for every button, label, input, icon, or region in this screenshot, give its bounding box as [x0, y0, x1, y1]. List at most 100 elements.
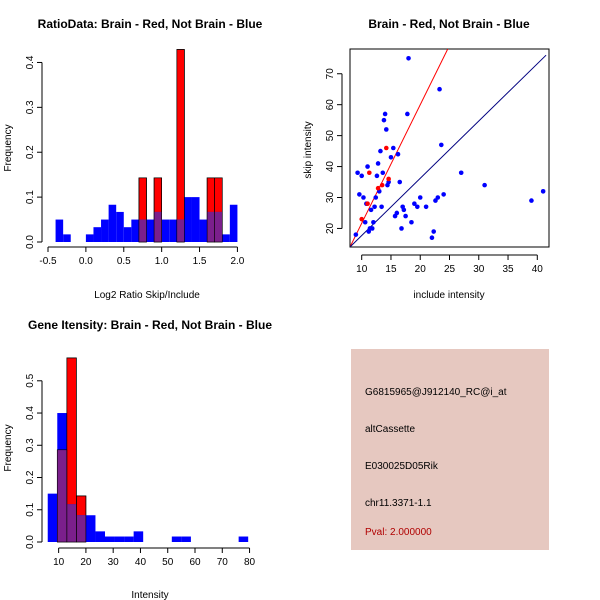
- ratio-histogram-bar-not-brain: [63, 234, 71, 242]
- scatter-point-not-brain: [383, 127, 389, 132]
- scatter-point-not-brain: [435, 195, 441, 200]
- scatter-point-not-brain: [406, 55, 411, 61]
- ratio-histogram: RatioData: Brain - Red, Not Brain - Blue…: [3, 17, 263, 301]
- scatter-y-tick-label: 30: [325, 192, 336, 204]
- scatter-point-not-brain: [388, 154, 394, 160]
- chromosome-location: chr11.3371-1.1: [365, 498, 432, 509]
- ratio-histogram-x-tick-label: 0.0: [79, 256, 93, 267]
- ratio-histogram-bar-not-brain: [123, 227, 132, 242]
- gene-intensity-bar-not-brain: [85, 515, 96, 542]
- scatter-point-not-brain: [437, 86, 442, 92]
- scatter-fit-line: [350, 54, 547, 247]
- scatter-point-not-brain: [395, 151, 401, 157]
- gene-intensity-histogram: Gene Itensity: Brain - Red, Not Brain - …: [3, 318, 272, 600]
- gene-intensity-bar-brain-outline: [76, 495, 87, 543]
- ratio-histogram-x-tick-label: 1.0: [155, 256, 169, 267]
- ratio-histogram-bar-not-brain: [116, 211, 124, 242]
- scatter-point-not-brain: [401, 207, 407, 213]
- scatter-point-not-brain: [429, 235, 435, 241]
- scatter-point-not-brain: [394, 210, 400, 216]
- gene-intensity-y-tick-label: 0.5: [25, 373, 36, 387]
- scatter-point-not-brain: [359, 173, 365, 179]
- scatter-point-brain: [375, 185, 381, 191]
- scatter-point-not-brain: [362, 219, 368, 225]
- scatter-point-not-brain: [372, 204, 377, 210]
- ratio-histogram-bar-not-brain: [229, 204, 238, 242]
- scatter-point-brain: [359, 216, 365, 222]
- scatter-point-not-brain: [365, 164, 370, 169]
- ratio-histogram-bar-not-brain: [169, 219, 177, 242]
- gene-intensity-bar-not-brain: [95, 531, 105, 542]
- scatter-fit-line: [350, 49, 449, 247]
- ratio-histogram-bar-overlap: [214, 211, 223, 242]
- scatter-point-not-brain: [540, 189, 546, 194]
- scatter-x-tick-label: 35: [502, 264, 514, 275]
- scatter-point-brain: [367, 170, 372, 176]
- scatter-point-not-brain: [382, 111, 388, 117]
- gene-intensity-bar-not-brain: [124, 536, 134, 542]
- scatter-point-brain: [383, 145, 389, 151]
- scatter-x-tick-label: 25: [444, 264, 456, 275]
- gene-intensity-y-tick-label: 0.4: [25, 406, 36, 420]
- intensity-scatter: Brain - Red, Not Brain - Blue include in…: [303, 17, 550, 301]
- gene-intensity-bar-overlap: [66, 504, 77, 542]
- ratio-histogram-x-tick-label: 0.5: [117, 256, 131, 267]
- gene-intensity-bar-brain-outline: [66, 357, 77, 543]
- gene-intensity-bar-not-brain: [181, 536, 191, 542]
- scatter-point-not-brain: [415, 204, 420, 210]
- ratio-histogram-bar-not-brain: [108, 204, 117, 242]
- scatter-point-not-brain: [482, 182, 487, 188]
- gene-intensity-x-tick-label: 10: [53, 557, 65, 568]
- scatter-point-brain: [386, 176, 391, 182]
- ratio-histogram-y-tick-label: 0.4: [25, 55, 36, 69]
- scatter-y-tick-label: 40: [325, 161, 336, 173]
- scatter-point-not-brain: [375, 161, 381, 166]
- ratio-histogram-title: RatioData: Brain - Red, Not Brain - Blue: [38, 17, 263, 31]
- ratio-histogram-ylabel: Frequency: [3, 124, 14, 171]
- gene-intensity-y-tick-label: 0.3: [25, 438, 36, 452]
- scatter-point-not-brain: [371, 219, 376, 225]
- scatter-point-not-brain: [374, 173, 380, 179]
- ratio-histogram-bar-overlap: [154, 211, 162, 242]
- gene-intensity-x-tick-label: 70: [217, 557, 229, 568]
- ratio-histogram-bar-overlap: [138, 219, 147, 242]
- scatter-y-tick-label: 20: [325, 222, 336, 234]
- ratio-histogram-bar-brain-outline: [153, 177, 162, 243]
- scatter-point-not-brain: [397, 179, 403, 185]
- scatter-point-not-brain: [409, 219, 414, 225]
- ratio-histogram-bar-not-brain: [146, 219, 155, 242]
- gene-intensity-x-tick-label: 40: [135, 557, 147, 568]
- ratio-histogram-y-tick-label: 0.3: [25, 100, 36, 114]
- scatter-point-not-brain: [412, 201, 417, 206]
- scatter-point-not-brain: [355, 170, 360, 176]
- scatter-point-not-brain: [399, 226, 404, 231]
- scatter-x-tick-label: 30: [473, 264, 485, 275]
- scatter-point-not-brain: [403, 213, 408, 219]
- ratio-histogram-bar-not-brain: [131, 219, 139, 242]
- scatter-point-not-brain: [380, 170, 386, 176]
- scatter-point-not-brain: [439, 142, 444, 148]
- ratio-histogram-xlabel: Log2 Ratio Skip/Include: [94, 290, 200, 301]
- event-type: altCassette: [365, 424, 416, 435]
- scatter-ylabel: skip intensity: [303, 121, 314, 178]
- scatter-title: Brain - Red, Not Brain - Blue: [368, 17, 530, 31]
- gene-intensity-xlabel: Intensity: [131, 590, 168, 600]
- scatter-point-not-brain: [391, 145, 396, 151]
- gene-intensity-x-tick-label: 30: [108, 557, 120, 568]
- gene-intensity-bar-not-brain: [105, 536, 115, 542]
- ratio-histogram-bar-not-brain: [85, 234, 94, 242]
- gene-intensity-x-tick-label: 20: [80, 557, 92, 568]
- ratio-histogram-bar-not-brain: [55, 219, 64, 242]
- gene-intensity-x-tick-label: 50: [162, 557, 174, 568]
- scatter-point-not-brain: [405, 111, 410, 117]
- ratio-histogram-bar-brain-outline: [138, 177, 147, 243]
- ratio-histogram-bar-brain-outline: [214, 177, 223, 243]
- ratio-histogram-y-tick-label: 0.1: [25, 190, 36, 204]
- scatter-point-not-brain: [379, 204, 384, 210]
- ratio-histogram-bar-brain: [176, 49, 185, 243]
- scatter-x-tick-label: 15: [385, 264, 397, 275]
- scatter-y-tick-label: 70: [325, 68, 336, 80]
- scatter-point-not-brain: [381, 117, 387, 123]
- gene-intensity-y-tick-label: 0.1: [25, 502, 36, 516]
